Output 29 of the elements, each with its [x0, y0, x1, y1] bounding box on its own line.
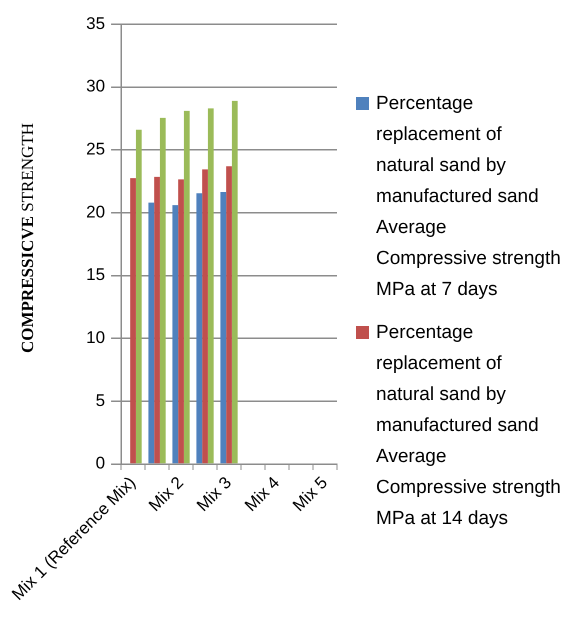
- y-tick-label: 5: [96, 390, 106, 410]
- bar: [226, 166, 232, 464]
- bar: [196, 193, 202, 464]
- y-tick-label: 20: [86, 202, 106, 222]
- bar: [172, 205, 178, 464]
- y-tick-label: 15: [86, 265, 106, 284]
- x-tick-label: Mix 3: [193, 472, 236, 516]
- legend-label: Percentage replacement of natural sand by manufactured sand Average Compressive strength MPa at 14 days: [376, 321, 561, 531]
- x-tick-label: Mix 4: [241, 472, 284, 516]
- bar: [160, 118, 166, 464]
- bar: [232, 100, 238, 464]
- bar: [136, 130, 142, 464]
- y-tick-label: 0: [96, 454, 106, 473]
- y-tick-label: 35: [86, 14, 106, 33]
- y-tick-label: 30: [86, 76, 106, 96]
- legend-label: Percentage replacement of natural sand by manufactured sand Average Compressive strength MPa at 7 days: [376, 92, 561, 302]
- y-tick-label: 25: [86, 140, 106, 159]
- bar: [220, 192, 226, 464]
- bar: [202, 169, 208, 464]
- x-tick-label: Mix 2: [145, 472, 188, 516]
- y-axis-title: COMPRESSICVE STRENGTH: [18, 123, 37, 353]
- bar: [130, 178, 136, 464]
- bar: [154, 176, 160, 464]
- y-tick-label: 10: [86, 328, 106, 348]
- bar: [148, 202, 154, 464]
- bar: [178, 179, 184, 464]
- bar: [184, 110, 190, 464]
- x-tick-label: Mix 5: [288, 472, 332, 516]
- bar: [208, 108, 214, 464]
